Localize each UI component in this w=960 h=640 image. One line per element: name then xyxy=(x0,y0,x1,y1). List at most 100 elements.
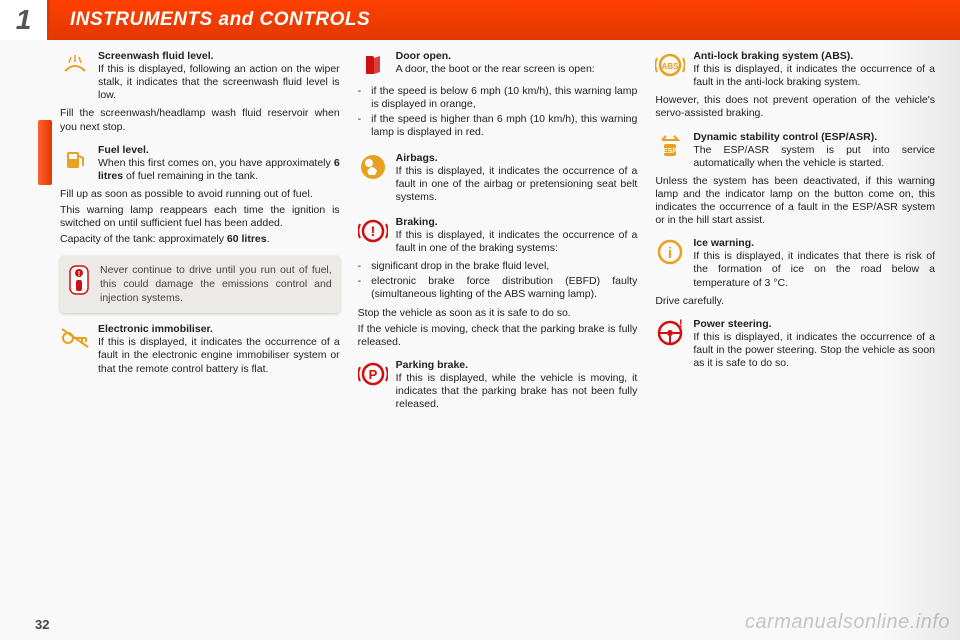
section-text: If this is displayed, it indicates the o… xyxy=(98,336,340,375)
bullet-dash: - xyxy=(358,275,362,301)
svg-text:ESP: ESP xyxy=(663,148,677,155)
side-tab xyxy=(38,120,52,185)
bullet-text: significant drop in the brake fluid leve… xyxy=(371,260,549,273)
section-body: Screenwash fluid level.If this is displa… xyxy=(98,50,340,102)
page-title: INSTRUMENTS and CONTROLS xyxy=(70,9,370,31)
section-body: Airbags.If this is displayed, it indicat… xyxy=(396,152,638,204)
svg-text:P: P xyxy=(368,367,377,382)
bullet-item: -if the speed is higher than 6 mph (10 k… xyxy=(358,113,638,139)
section-after-text: Fill up as soon as possible to avoid run… xyxy=(60,188,340,201)
section-text: When this first comes on, you have appro… xyxy=(98,157,340,183)
warning-section: ABS Anti-lock braking system (ABS).If thi… xyxy=(655,50,935,121)
airbag-icon xyxy=(358,152,388,182)
column-3: ABSAnti-lock braking system (ABS).If thi… xyxy=(655,50,935,610)
warning-callout: !Never continue to drive until you run o… xyxy=(60,256,340,313)
section-text: If this is displayed, it indicates the o… xyxy=(693,331,935,370)
door-icon xyxy=(358,50,388,80)
section-after-text: This warning lamp reappears each time th… xyxy=(60,204,340,230)
section-head: P Parking brake.If this is displayed, whi… xyxy=(358,359,638,411)
chapter-number: 1 xyxy=(16,4,32,36)
warning-section: i Ice warning.If this is displayed, it in… xyxy=(655,237,935,308)
warning-section: ! Power steering.If this is displayed, it… xyxy=(655,318,935,372)
section-text: If this is displayed, it indicates the o… xyxy=(693,63,935,89)
section-title: Ice warning. xyxy=(693,237,935,249)
svg-text:!: ! xyxy=(78,271,80,278)
warning-section: P Parking brake.If this is displayed, whi… xyxy=(358,359,638,413)
section-title: Airbags. xyxy=(396,152,638,164)
watermark: carmanualsonline.info xyxy=(745,611,950,634)
section-head: Airbags.If this is displayed, it indicat… xyxy=(358,152,638,204)
svg-text:ABS: ABS xyxy=(662,62,680,71)
fuel-icon xyxy=(60,144,90,174)
section-after-text: Drive carefully. xyxy=(655,295,935,308)
page-number: 32 xyxy=(35,617,49,632)
bullet-text: if the speed is higher than 6 mph (10 km… xyxy=(371,113,637,139)
section-title: Anti-lock braking system (ABS). xyxy=(693,50,935,62)
key-icon xyxy=(60,323,90,353)
warning-icon: ! xyxy=(68,264,90,296)
section-title: Dynamic stability control (ESP/ASR). xyxy=(693,131,935,143)
section-head: Fuel level.When this first comes on, you… xyxy=(60,144,340,183)
screenwash-icon xyxy=(60,50,90,80)
section-head: ! Braking.If this is displayed, it indica… xyxy=(358,216,638,255)
warning-section: ! Braking.If this is displayed, it indica… xyxy=(358,216,638,349)
warning-section: Electronic immobiliser.If this is displa… xyxy=(60,323,340,377)
warning-section: Airbags.If this is displayed, it indicat… xyxy=(358,152,638,206)
section-title: Screenwash fluid level. xyxy=(98,50,340,62)
section-title: Door open. xyxy=(396,50,638,62)
section-head: i Ice warning.If this is displayed, it in… xyxy=(655,237,935,289)
section-body: Door open.A door, the boot or the rear s… xyxy=(396,50,638,80)
column-1: Screenwash fluid level.If this is displa… xyxy=(60,50,340,610)
bullet-dash: - xyxy=(358,260,362,273)
section-after-text: Unless the system has been deactivated, … xyxy=(655,175,935,228)
section-text: If this is displayed, following an actio… xyxy=(98,63,340,102)
warning-section: Screenwash fluid level.If this is displa… xyxy=(60,50,340,134)
warning-section: Fuel level.When this first comes on, you… xyxy=(60,144,340,247)
section-body: Fuel level.When this first comes on, you… xyxy=(98,144,340,183)
section-after-text: Capacity of the tank: approximately 60 l… xyxy=(60,233,340,246)
section-body: Ice warning.If this is displayed, it ind… xyxy=(693,237,935,289)
bullet-dash: - xyxy=(358,113,362,139)
section-title: Power steering. xyxy=(693,318,935,330)
section-body: Parking brake.If this is displayed, whil… xyxy=(396,359,638,411)
bullet-text: electronic brake force distribution (EBF… xyxy=(371,275,637,301)
section-body: Electronic immobiliser.If this is displa… xyxy=(98,323,340,375)
brake-icon: ! xyxy=(358,216,388,246)
ice-icon: i xyxy=(655,237,685,267)
abs-icon: ABS xyxy=(655,50,685,80)
esp-icon: ESP xyxy=(655,131,685,161)
page-header: 1 INSTRUMENTS and CONTROLS xyxy=(0,0,960,40)
content-columns: Screenwash fluid level.If this is displa… xyxy=(60,50,935,610)
bullet-item: -electronic brake force distribution (EB… xyxy=(358,275,638,301)
section-text: If this is displayed, while the vehicle … xyxy=(396,372,638,411)
column-2: Door open.A door, the boot or the rear s… xyxy=(358,50,638,610)
section-text: A door, the boot or the rear screen is o… xyxy=(396,63,638,76)
svg-text:!: ! xyxy=(370,223,375,239)
section-head: Screenwash fluid level.If this is displa… xyxy=(60,50,340,102)
svg-text:i: i xyxy=(668,245,672,262)
section-head: Electronic immobiliser.If this is displa… xyxy=(60,323,340,375)
section-title: Fuel level. xyxy=(98,144,340,156)
svg-text:!: ! xyxy=(679,319,683,330)
section-title: Braking. xyxy=(396,216,638,228)
section-text: The ESP/ASR system is put into service a… xyxy=(693,144,935,170)
section-title: Parking brake. xyxy=(396,359,638,371)
section-after-text: If the vehicle is moving, check that the… xyxy=(358,323,638,349)
section-body: Braking.If this is displayed, it indicat… xyxy=(396,216,638,255)
bullet-text: if the speed is below 6 mph (10 km/h), t… xyxy=(371,85,637,111)
section-body: Dynamic stability control (ESP/ASR).The … xyxy=(693,131,935,170)
section-head: ! Power steering.If this is displayed, it… xyxy=(655,318,935,370)
section-body: Power steering.If this is displayed, it … xyxy=(693,318,935,370)
section-after-text: However, this does not prevent operation… xyxy=(655,94,935,120)
parking-icon: P xyxy=(358,359,388,389)
section-title: Electronic immobiliser. xyxy=(98,323,340,335)
section-head: ABS Anti-lock braking system (ABS).If thi… xyxy=(655,50,935,89)
chapter-number-tab: 1 xyxy=(0,0,50,40)
section-after-text: Fill the screenwash/headlamp wash fluid … xyxy=(60,107,340,133)
bullet-item: -significant drop in the brake fluid lev… xyxy=(358,260,638,273)
bullet-dash: - xyxy=(358,85,362,111)
bullet-item: -if the speed is below 6 mph (10 km/h), … xyxy=(358,85,638,111)
section-after-text: Stop the vehicle as soon as it is safe t… xyxy=(358,307,638,320)
warning-section: ESP Dynamic stability control (ESP/ASR).T… xyxy=(655,131,935,228)
steering-icon: ! xyxy=(655,318,685,348)
